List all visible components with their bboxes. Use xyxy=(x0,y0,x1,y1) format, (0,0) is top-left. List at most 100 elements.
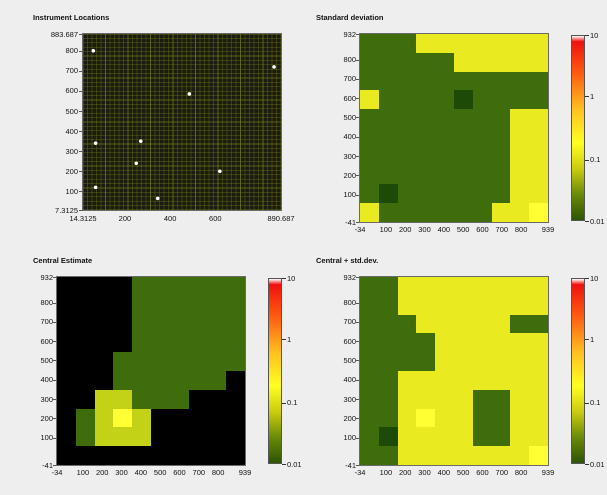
heatmap-cell xyxy=(360,90,380,110)
heatmap-cell xyxy=(454,446,474,465)
heatmap-cell xyxy=(75,314,96,334)
heatmap-cell xyxy=(435,71,455,91)
heatmap-cell xyxy=(94,371,114,391)
heatmap-cell xyxy=(378,90,399,110)
heatmap-cell xyxy=(491,427,511,447)
heatmap-cell xyxy=(75,389,96,410)
y-tick-label: 300 xyxy=(40,394,53,404)
heatmap-cell xyxy=(454,184,474,204)
y-tick xyxy=(356,302,359,304)
heatmap-cell xyxy=(435,165,455,185)
heatmap-cell xyxy=(529,146,548,167)
instrument-point[interactable] xyxy=(155,196,160,201)
heatmap-plot-area[interactable] xyxy=(359,33,549,223)
y-tick-label: 300 xyxy=(343,394,356,404)
y-tick xyxy=(356,418,359,420)
heatmap-cell xyxy=(416,34,436,54)
heatmap-cell xyxy=(360,146,380,167)
instrument-point[interactable] xyxy=(93,185,98,190)
heatmap-cell xyxy=(454,408,474,428)
heatmap-cell xyxy=(169,333,190,353)
heatmap-cell xyxy=(397,165,417,185)
y-tick-label: 700 xyxy=(343,74,356,84)
heatmap-cell xyxy=(510,109,530,129)
y-tick xyxy=(79,151,82,153)
y-tick-label: 7.3125 xyxy=(55,205,78,215)
y-tick-label: 400 xyxy=(343,132,356,142)
heatmap-cell xyxy=(378,146,399,167)
heatmap-cell xyxy=(132,314,152,334)
central-plus-std-panel: Central + std.dev. 932 800 700 600 500 400 300… xyxy=(303,250,607,495)
x-tick-label: 200 xyxy=(118,214,132,223)
heatmap-cell xyxy=(510,446,530,465)
heatmap-cell xyxy=(454,371,474,391)
scatter-plot-area[interactable] xyxy=(82,33,282,211)
heatmap-cell xyxy=(491,314,511,334)
heatmap-cell xyxy=(226,427,245,447)
heatmap-cell xyxy=(435,184,455,204)
heatmap-cell xyxy=(188,333,208,353)
heatmap-cell xyxy=(226,408,245,428)
heatmap-cell xyxy=(378,371,399,391)
heatmap-cell xyxy=(491,371,511,391)
color-scale-tick xyxy=(585,159,589,161)
panel-title: Instrument Locations xyxy=(33,13,110,22)
heatmap-cell xyxy=(435,146,455,167)
y-tick-label: -41 xyxy=(345,460,356,470)
y-tick xyxy=(356,59,359,61)
color-scale-tick xyxy=(585,35,589,36)
heatmap-plot-area[interactable] xyxy=(359,276,549,466)
y-tick xyxy=(53,418,56,420)
color-scale-label: 0.01 xyxy=(590,216,605,226)
heatmap-cell xyxy=(378,52,399,73)
y-tick-label: 932 xyxy=(40,272,53,282)
heatmap-cell xyxy=(151,295,171,316)
heatmap-cell xyxy=(529,295,548,316)
heatmap-cell xyxy=(529,71,548,91)
heatmap-cell xyxy=(510,314,530,334)
instrument-point[interactable] xyxy=(138,139,143,143)
heatmap-cell xyxy=(416,408,436,428)
heatmap-cell xyxy=(510,165,530,185)
y-tick xyxy=(79,131,82,133)
heatmap-cell xyxy=(435,90,455,110)
color-scale-label: 10 xyxy=(590,273,599,283)
heatmap-cell xyxy=(360,352,380,372)
x-tick-label: -34 xyxy=(354,225,366,234)
instrument-point[interactable] xyxy=(187,92,192,96)
heatmap-cell xyxy=(510,203,530,222)
y-tick xyxy=(356,360,359,362)
heatmap-cell xyxy=(416,314,436,334)
heatmap-cell xyxy=(378,109,399,129)
heatmap-cell xyxy=(416,446,436,465)
heatmap-cell xyxy=(132,352,152,372)
y-tick-label: 200 xyxy=(343,413,356,423)
instrument-point[interactable] xyxy=(93,141,98,145)
instrument-point[interactable] xyxy=(91,49,96,53)
heatmap-cell xyxy=(378,446,399,465)
heatmap-cell xyxy=(378,408,399,428)
x-tick-label: 300 xyxy=(418,468,431,477)
x-tick-label: 939 xyxy=(541,468,555,477)
instrument-point[interactable] xyxy=(272,65,276,69)
heatmap-cell xyxy=(360,427,380,447)
heatmap-cell xyxy=(397,90,417,110)
heatmap-cell xyxy=(113,446,133,465)
panel-title: Central + std.dev. xyxy=(316,256,379,265)
y-tick xyxy=(356,437,359,439)
heatmap-cell xyxy=(226,277,245,297)
heatmap-cell xyxy=(378,352,399,372)
y-tick-label: 500 xyxy=(343,355,356,365)
heatmap-cell xyxy=(416,295,436,316)
instrument-point[interactable] xyxy=(134,161,139,166)
heatmap-plot-area[interactable] xyxy=(56,276,246,466)
heatmap-cell xyxy=(132,277,152,297)
heatmap-cell xyxy=(454,314,474,334)
instrument-point[interactable] xyxy=(218,169,222,174)
heatmap-cell xyxy=(510,371,530,391)
heatmap-cell xyxy=(360,203,380,222)
color-scale-tick xyxy=(585,221,589,222)
heatmap-cell xyxy=(435,352,455,372)
heatmap-cell xyxy=(169,389,190,410)
heatmap-cell xyxy=(57,333,77,353)
